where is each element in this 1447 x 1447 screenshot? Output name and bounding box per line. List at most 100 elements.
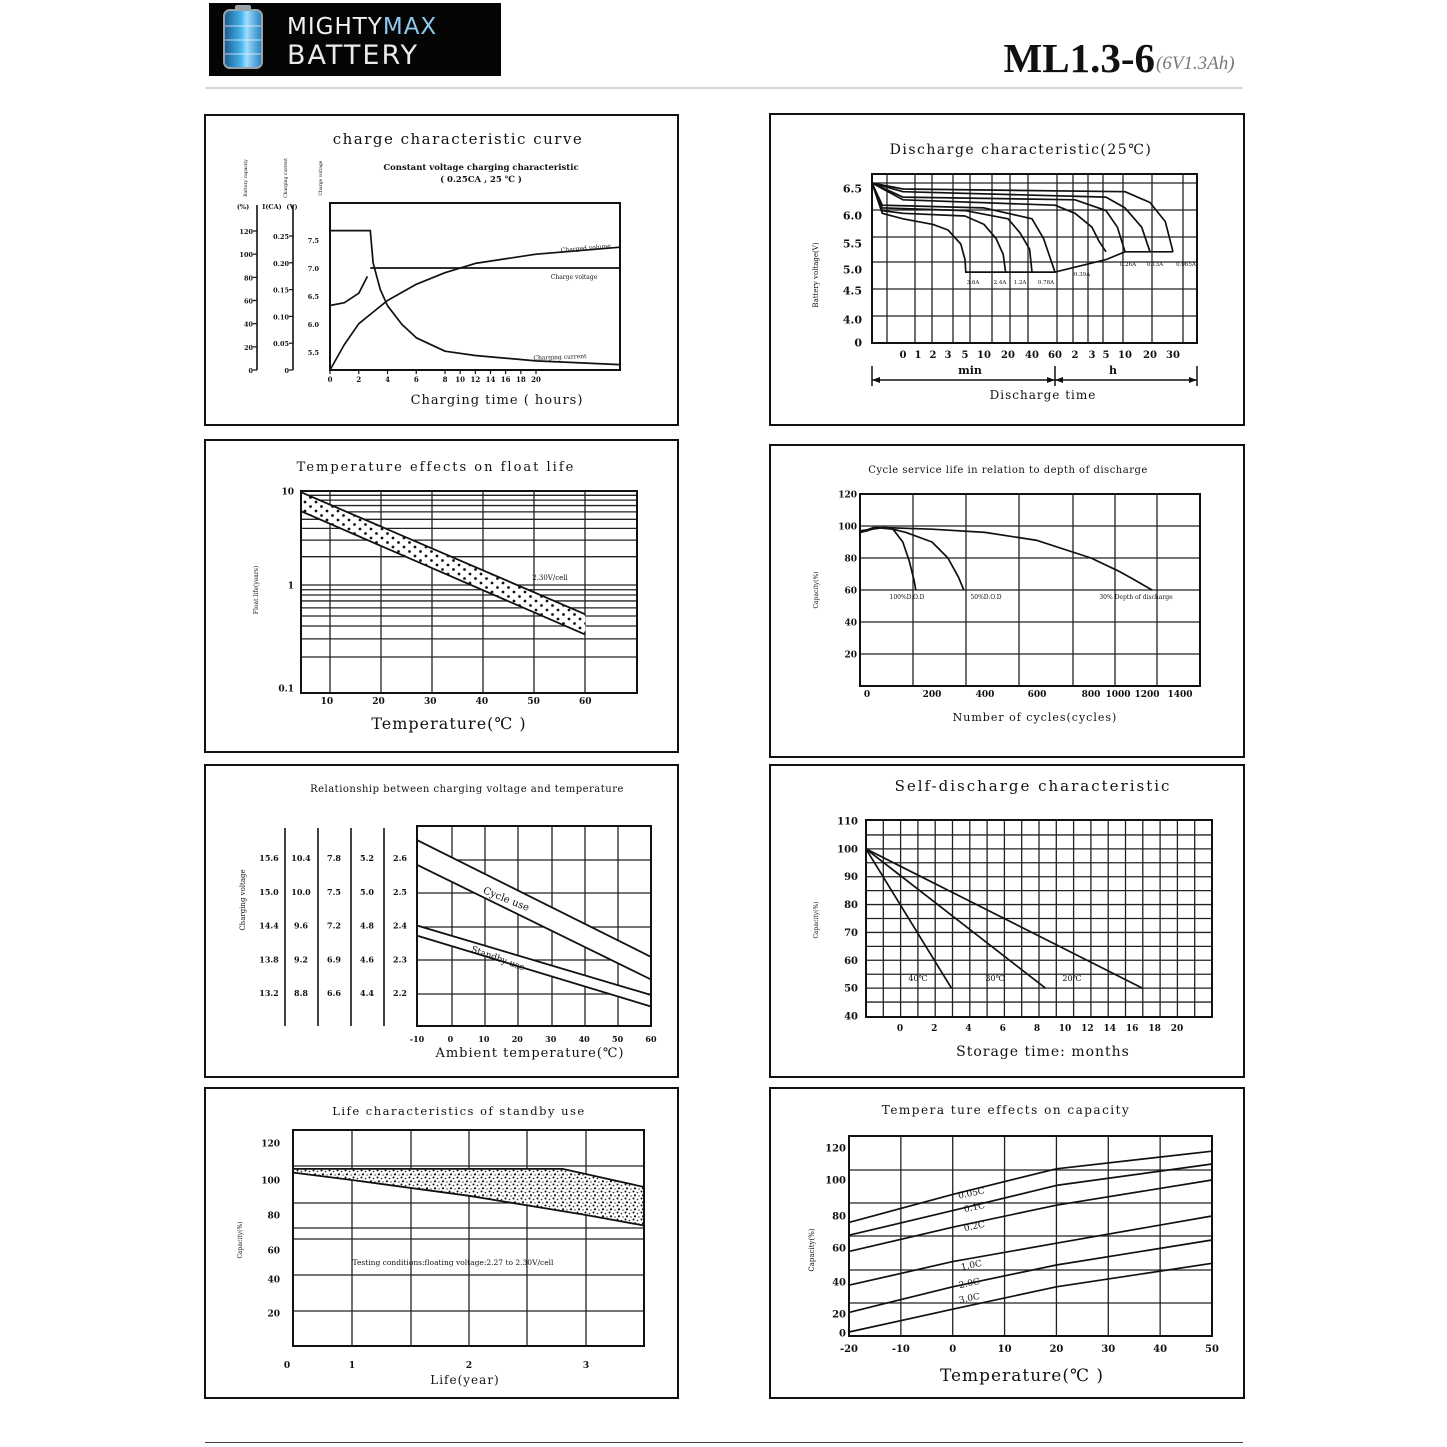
x-tick-label: 10 <box>478 1034 490 1044</box>
y-tick-label: 5.0 <box>843 264 862 277</box>
y-axis-label: Battery voltage(V) <box>812 242 820 307</box>
y-tick-label: 120 <box>838 491 857 501</box>
chart-charge: charge characteristic curve Constant volt… <box>204 114 679 426</box>
band-area <box>417 840 651 980</box>
x-tick-label: 40 <box>476 697 489 707</box>
x-tick-label: 14 <box>486 375 496 384</box>
y-tick-label: 70 <box>844 928 858 939</box>
series-line-20 <box>865 848 1143 989</box>
series-label: 0.39A <box>1074 272 1091 278</box>
y-tick-label: 15.0 <box>259 887 279 897</box>
y-tick-label: 40 <box>244 321 254 329</box>
y-tick-label: 120 <box>239 228 253 236</box>
panel-frame <box>769 444 1245 758</box>
x-axis-label: Number of cycles(cycles) <box>953 711 1118 724</box>
y-tick-label: 4.0 <box>843 314 862 327</box>
series-line-3-0c <box>848 1262 1213 1333</box>
x-tick-label: 30 <box>1101 1344 1115 1355</box>
series-label: 50%D.O.D <box>970 594 1001 601</box>
series-line-charged-volume <box>329 246 621 371</box>
y-tick-label: 0 <box>284 367 289 375</box>
series-line-3-6a <box>871 182 967 273</box>
series-label: 2.4A <box>994 280 1008 286</box>
series-label: 100%D.O.D <box>890 594 925 601</box>
y-tick-label: 2.2 <box>393 988 407 998</box>
y-tick-label: 20 <box>844 651 857 661</box>
y-tick-label: 80 <box>267 1212 280 1222</box>
x-tick-label: 6 <box>414 375 419 384</box>
x-tick-label: -10 <box>892 1344 910 1355</box>
x-tick-label: 1200 <box>1134 690 1159 700</box>
band-area <box>301 492 586 635</box>
x-tick-label: 3 <box>1089 350 1096 361</box>
y-axis-label: Capacity(%) <box>813 901 820 938</box>
y-tick-label: 120 <box>825 1144 846 1155</box>
x-tick-label: 0 <box>900 350 907 361</box>
y-tick-label: 7.0 <box>308 265 320 273</box>
series-label: 20℃ <box>1062 974 1081 983</box>
arrow-head-icon <box>1189 377 1197 383</box>
y-tick-label: 5.2 <box>360 853 374 863</box>
series-line-2-0c <box>848 1239 1213 1314</box>
y-tick-label: 110 <box>837 817 858 828</box>
y-tick-label: 80 <box>244 274 254 282</box>
y-tick-label: 60 <box>844 956 858 967</box>
y-tick-label: 80 <box>844 555 857 565</box>
chart-tempcapacity: Tempera ture effects on capacity0.05C0.1… <box>769 1087 1245 1399</box>
y-tick-label: 60 <box>267 1247 280 1257</box>
y-tick-label: 100 <box>261 1177 280 1187</box>
band-edge-line <box>300 510 586 636</box>
y-tick-label: 6.5 <box>843 183 862 196</box>
chart-cycle: Cycle service life in relation to depth … <box>769 444 1245 758</box>
y-tick-label: 4.5 <box>843 285 862 298</box>
x-tick-label: 0 <box>949 1344 956 1355</box>
y-axis-unit: (%) <box>237 203 249 211</box>
x-tick-label: 800 <box>1082 690 1101 700</box>
x-tick-label: -20 <box>840 1344 858 1355</box>
x-tick-label: 3 <box>945 350 952 361</box>
series-label: 0.78A <box>1038 280 1055 286</box>
x-tick-label: 400 <box>976 690 995 700</box>
series-label: 0.1C <box>963 1201 986 1215</box>
model-number: ML1.3-6 <box>1003 35 1155 81</box>
y-tick-label: 0.15 <box>273 287 289 295</box>
series-line-charging-current <box>330 229 621 366</box>
brand-mighty: MIGHTY <box>287 14 383 40</box>
series-label: 1.0C <box>960 1259 983 1273</box>
y-axis-label: Capacity(%) <box>808 1228 816 1271</box>
x-tick-label: 0 <box>284 1361 290 1371</box>
x-tick-label: 0 <box>328 375 333 384</box>
x-tick-label: 50 <box>612 1034 624 1044</box>
series-line-0-1c <box>848 1163 1213 1237</box>
x-tick-label: 8 <box>1034 1024 1040 1034</box>
plot-frame <box>871 173 1198 344</box>
x-tick-label: 40 <box>1153 1344 1167 1355</box>
y-axis-unit: I(CA) <box>262 203 281 211</box>
chart-subtitle: ( 0.25CA , 25 ℃ ) <box>440 174 522 185</box>
plot-frame <box>416 825 652 1027</box>
band-edge-line <box>416 863 652 981</box>
x-axis-label: Storage time: months <box>956 1044 1130 1060</box>
y-tick-label: 13.8 <box>259 954 279 964</box>
plot-frame <box>292 1129 645 1347</box>
x-tick-label: -10 <box>410 1034 425 1044</box>
series-label: 2.0C <box>958 1277 981 1291</box>
plot-frame <box>848 1135 1213 1337</box>
x-tick-label: 50 <box>527 697 540 707</box>
y-tick-label: 8.8 <box>294 988 308 998</box>
y-tick-label: 60 <box>844 587 857 597</box>
y-tick-label: 40 <box>844 1012 858 1023</box>
x-tick-label: 2 <box>466 1361 472 1371</box>
y-tick-label: 100 <box>239 251 253 259</box>
arrow-head-icon <box>872 377 880 383</box>
series-line-30-depth-of-discharge <box>859 526 1153 591</box>
y-tick-label: 20 <box>832 1310 846 1321</box>
x-axis-label: Temperature(℃ ) <box>940 1366 1104 1386</box>
y-tick-label: 2.5 <box>393 887 407 897</box>
band-edge-line <box>416 934 652 1008</box>
series-label: 1.2A <box>1014 280 1028 286</box>
x-tick-label: 60 <box>1048 350 1062 361</box>
series-line-1-0c <box>848 1215 1213 1287</box>
x-tick-label: 16 <box>1126 1024 1139 1034</box>
plot-frame <box>300 490 638 694</box>
